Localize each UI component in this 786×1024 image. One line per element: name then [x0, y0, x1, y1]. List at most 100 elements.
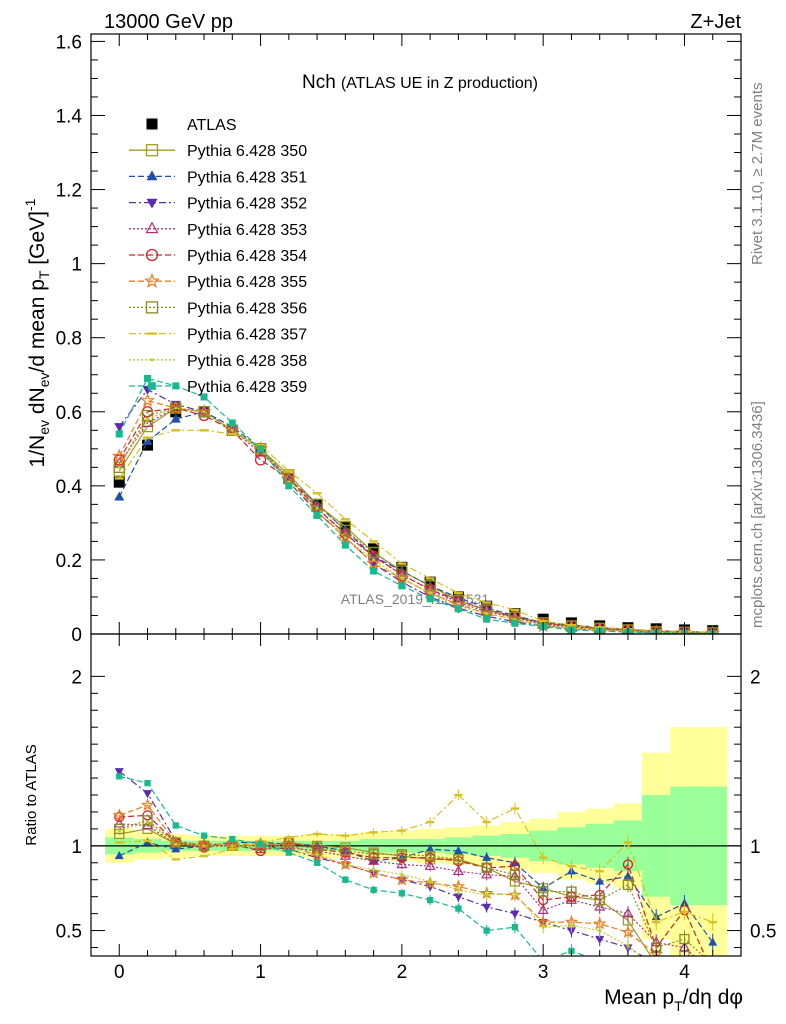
plot-title: Nch (ATLAS UE in Z production) [302, 72, 538, 93]
series-line [118, 407, 713, 634]
ratio-point [513, 891, 517, 895]
data-point [396, 565, 408, 577]
ratio-point [539, 856, 548, 859]
ratio-point [622, 859, 634, 870]
ratio-point [481, 868, 493, 879]
ratio-point [482, 903, 492, 912]
axes-ticks: 0 1 2 3 4 0 0.2 0.4 0.6 0.8 1 1.2 1.4 1.6 0.5 0.5 1 1 2 2 [56, 32, 777, 983]
ratio-point [428, 879, 432, 884]
ratio-point [454, 793, 463, 797]
y-tick-label: 1 [71, 255, 82, 276]
ratio-point [708, 968, 717, 977]
legend-label: Pythia 6.428 350 [187, 143, 307, 160]
ratio-point [594, 894, 605, 906]
ratio-point [228, 848, 237, 851]
ratio-point [172, 822, 179, 829]
legend-label: Pythia 6.428 359 [187, 379, 307, 396]
ratio-point [595, 935, 605, 945]
ratio-point [510, 807, 519, 810]
ratio-line [119, 821, 642, 956]
ratio-point [453, 893, 463, 902]
ratio-point [369, 831, 378, 834]
plot-title-sub: (ATLAS UE in Z production) [341, 75, 538, 92]
data-point [453, 592, 463, 595]
y-tick-label: 0.6 [56, 403, 82, 424]
legend-marker [145, 248, 159, 262]
ratio-point [396, 849, 408, 860]
ratio-line [119, 814, 706, 956]
ratio-point [456, 888, 460, 892]
data-point [366, 555, 381, 570]
data-point [454, 605, 462, 613]
ratio-point [368, 854, 380, 865]
data-point [115, 430, 123, 438]
data-point [199, 429, 209, 432]
data-point [168, 400, 184, 415]
data-point [172, 382, 180, 390]
data-point [511, 619, 519, 627]
data-point [340, 517, 350, 521]
ratio-point [594, 900, 606, 911]
ratio-y-tick-label: 2 [71, 667, 82, 688]
ratio-point [311, 842, 323, 853]
ratio-point [567, 864, 576, 868]
ratio-point [116, 773, 123, 780]
data-point [117, 465, 121, 469]
data-point [230, 428, 234, 432]
legend-item-pythia-6-428-355: Pythia 6.428 355 [129, 272, 307, 291]
ratio-point [142, 815, 153, 826]
data-point [341, 541, 349, 549]
legend-marker [144, 272, 160, 288]
ratio-point [170, 837, 181, 848]
ratio-point [566, 886, 577, 897]
ratio-point [426, 820, 435, 824]
ratio-point [144, 779, 151, 787]
data-point [113, 476, 125, 488]
legend-item-pythia-6-428-352: Pythia 6.428 352 [129, 196, 307, 213]
ratio-point [708, 920, 717, 924]
ratio-point [424, 859, 436, 870]
ratio-point [481, 862, 492, 874]
data-point [256, 443, 266, 447]
series-line [118, 407, 713, 634]
legend-item-pythia-6-428-351: Pythia 6.428 351 [129, 169, 307, 186]
y-tick-label: 1.4 [56, 106, 83, 127]
ratio-point [653, 978, 659, 984]
ratio-point [115, 841, 124, 844]
legend-item-pythia-6-428-356: Pythia 6.428 356 [129, 300, 307, 317]
plot-title-main: Nch [302, 72, 336, 93]
data-point [566, 623, 576, 627]
data-point [200, 393, 208, 401]
data-point [254, 454, 267, 466]
legend-marker [146, 198, 158, 209]
legend-marker [145, 221, 159, 234]
ratio-point [114, 768, 124, 777]
data-point [372, 558, 376, 562]
ratio-point [395, 872, 409, 886]
ratio-point [652, 920, 661, 924]
ratio-y-tick-label: 1 [71, 837, 82, 858]
ratio-point [117, 828, 121, 833]
ratio-point [511, 924, 519, 931]
ratio-point [708, 968, 717, 976]
data-point [538, 619, 548, 623]
ratio-point [368, 849, 379, 860]
data-point [196, 404, 212, 419]
data-point [174, 406, 178, 410]
ratio-point [453, 845, 463, 855]
data-point [400, 576, 404, 581]
data-point [370, 567, 378, 575]
ratio-point [680, 910, 689, 914]
legend-marker [148, 382, 156, 390]
ratio-point [510, 910, 520, 919]
data-point [367, 546, 380, 559]
ratio-point [711, 980, 714, 983]
ratio-point [597, 958, 603, 964]
data-point [171, 429, 181, 432]
data-point [285, 482, 293, 490]
y-tick-label: 1.2 [56, 181, 82, 202]
ratio-point [200, 832, 208, 839]
legend-marker [150, 358, 154, 362]
x-axis-title: Mean pT/dη dφ [604, 986, 743, 1014]
legend-label: Pythia 6.428 357 [187, 327, 307, 344]
